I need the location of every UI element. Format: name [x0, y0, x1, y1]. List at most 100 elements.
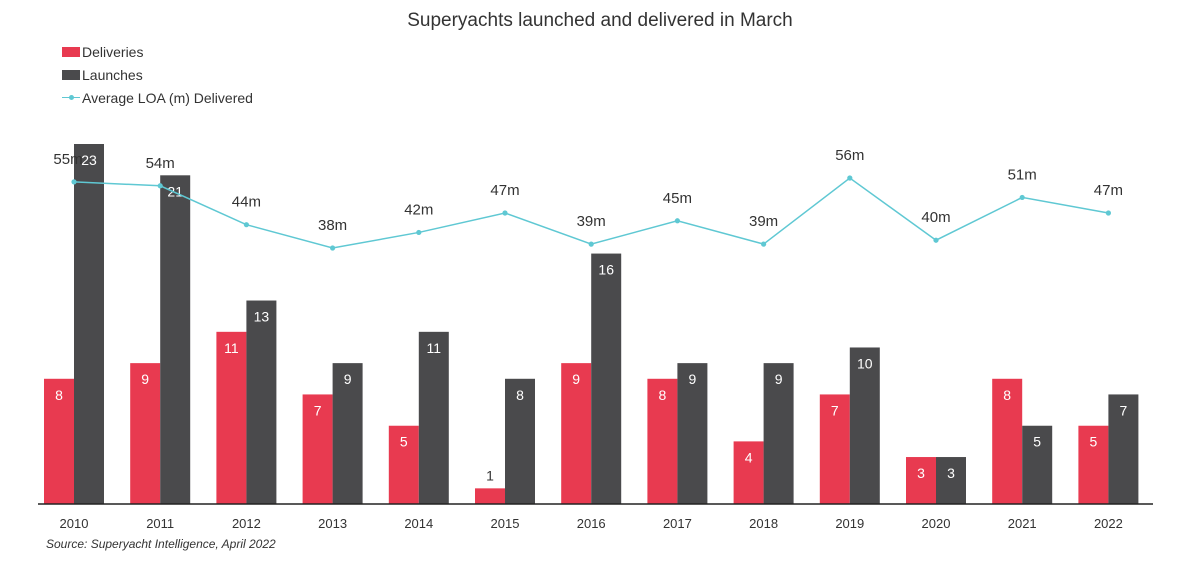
data-label-deliveries-2014: 5	[400, 434, 408, 450]
data-label-deliveries-2019: 7	[831, 402, 839, 418]
line-label-2014: 42m	[404, 201, 433, 218]
point-average-loa-2012	[243, 222, 249, 228]
data-label-launches-2020: 3	[947, 465, 955, 481]
data-label-launches-2015: 8	[516, 387, 524, 403]
legend: Deliveries Launches Average LOA (m) Deli…	[62, 40, 253, 109]
line-label-2011: 54m	[146, 155, 175, 172]
data-label-deliveries-2016: 9	[572, 371, 580, 387]
bar-launches-2013	[332, 363, 363, 504]
data-label-launches-2019: 10	[857, 355, 873, 371]
line-label-2020: 40m	[921, 209, 950, 226]
data-label-deliveries-2015: 1	[486, 467, 494, 483]
point-average-loa-2010	[71, 179, 77, 185]
line-label-2016: 39m	[577, 213, 606, 230]
bar-deliveries-2016	[561, 363, 592, 504]
data-label-launches-2010: 23	[81, 152, 97, 168]
point-average-loa-2021	[1019, 194, 1025, 201]
legend-swatch-deliveries	[62, 46, 80, 57]
data-label-deliveries-2021: 8	[1003, 387, 1011, 403]
legend-swatch-launches	[62, 69, 80, 80]
bar-deliveries-2018	[733, 441, 764, 504]
data-label-deliveries-2013: 7	[314, 402, 322, 418]
bar-launches-2018	[763, 363, 794, 504]
bar-launches-2020	[936, 457, 966, 504]
x-tick-label-2020: 2020	[922, 516, 951, 531]
x-tick-label-2010: 2010	[60, 516, 89, 531]
data-label-launches-2022: 7	[1120, 402, 1128, 418]
point-average-loa-2016	[588, 241, 594, 247]
legend-swatch-average-loa	[62, 93, 80, 103]
x-tick-label-2022: 2022	[1094, 516, 1123, 531]
x-tick-label-2016: 2016	[577, 516, 606, 531]
line-label-2012: 44m	[232, 194, 261, 211]
bar-launches-2012	[246, 300, 277, 504]
bar-deliveries-2014	[388, 425, 419, 504]
point-average-loa-2019	[847, 175, 853, 181]
point-average-loa-2011	[157, 183, 163, 189]
data-label-launches-2017: 9	[689, 371, 697, 387]
bar-launches-2019	[849, 347, 880, 504]
bar-deliveries-2020	[906, 457, 936, 504]
data-label-deliveries-2017: 8	[659, 387, 667, 403]
line-label-2019: 56m	[835, 147, 864, 164]
line-label-2013: 38m	[318, 217, 347, 234]
data-label-deliveries-2020: 3	[917, 465, 925, 481]
bar-launches-2014	[418, 331, 449, 504]
bar-launches-2016	[591, 253, 622, 504]
legend-item-average-loa: Average LOA (m) Delivered	[62, 86, 253, 109]
data-label-launches-2018: 9	[775, 371, 783, 387]
data-label-deliveries-2010: 8	[55, 387, 63, 403]
data-label-deliveries-2012: 11	[224, 340, 239, 356]
x-tick-label-2011: 2011	[146, 516, 174, 531]
bar-deliveries-2017	[647, 378, 678, 504]
bar-deliveries-2022	[1078, 425, 1109, 504]
bar-launches-2021	[1022, 425, 1053, 504]
bar-launches-2010	[74, 144, 104, 504]
point-average-loa-2022	[1105, 210, 1111, 216]
bar-deliveries-2013	[302, 394, 333, 504]
point-average-loa-2013	[330, 245, 336, 251]
line-label-2021: 51m	[1008, 166, 1037, 183]
legend-label-launches: Launches	[82, 66, 143, 83]
bar-launches-2015	[505, 378, 535, 504]
x-tick-label-2013: 2013	[318, 516, 347, 531]
bar-deliveries-2015	[475, 488, 505, 504]
bar-launches-2022	[1108, 394, 1139, 504]
data-label-launches-2014: 11	[427, 340, 442, 356]
legend-label-average-loa: Average LOA (m) Delivered	[82, 89, 253, 106]
x-tick-label-2017: 2017	[663, 516, 692, 531]
bar-deliveries-2012	[216, 331, 247, 504]
line-label-2010: 55m	[53, 151, 82, 168]
data-label-deliveries-2011: 9	[141, 371, 149, 387]
point-average-loa-2017	[674, 218, 681, 224]
data-label-launches-2016: 16	[598, 262, 614, 278]
x-tick-label-2019: 2019	[835, 516, 864, 531]
data-label-launches-2011: 21	[167, 183, 183, 199]
point-average-loa-2014	[416, 229, 422, 236]
bar-launches-2017	[677, 363, 708, 504]
legend-item-launches: Launches	[62, 63, 253, 86]
source-note: Source: Superyacht Intelligence, April 2…	[46, 537, 276, 551]
x-tick-label-2014: 2014	[404, 516, 433, 531]
legend-item-deliveries: Deliveries	[62, 40, 253, 63]
line-label-2022: 47m	[1094, 182, 1123, 199]
line-label-2018: 39m	[749, 213, 778, 230]
point-average-loa-2020	[933, 237, 939, 243]
x-tick-label-2021: 2021	[1008, 516, 1037, 531]
point-average-loa-2015	[502, 210, 508, 216]
bar-deliveries-2021	[992, 378, 1023, 504]
point-average-loa-2018	[761, 241, 767, 247]
line-label-2017: 45m	[663, 190, 692, 207]
bar-launches-2011	[160, 175, 191, 504]
chart-title: Superyachts launched and delivered in Ma…	[407, 10, 793, 31]
bar-deliveries-2011	[130, 363, 161, 504]
x-tick-label-2015: 2015	[491, 516, 520, 531]
x-tick-label-2018: 2018	[749, 516, 778, 531]
x-tick-label-2012: 2012	[232, 516, 261, 531]
data-label-launches-2012: 13	[254, 309, 270, 325]
data-label-deliveries-2018: 4	[745, 449, 753, 465]
bar-deliveries-2010	[44, 378, 74, 504]
data-label-launches-2021: 5	[1033, 434, 1041, 450]
data-label-launches-2013: 9	[344, 371, 352, 387]
